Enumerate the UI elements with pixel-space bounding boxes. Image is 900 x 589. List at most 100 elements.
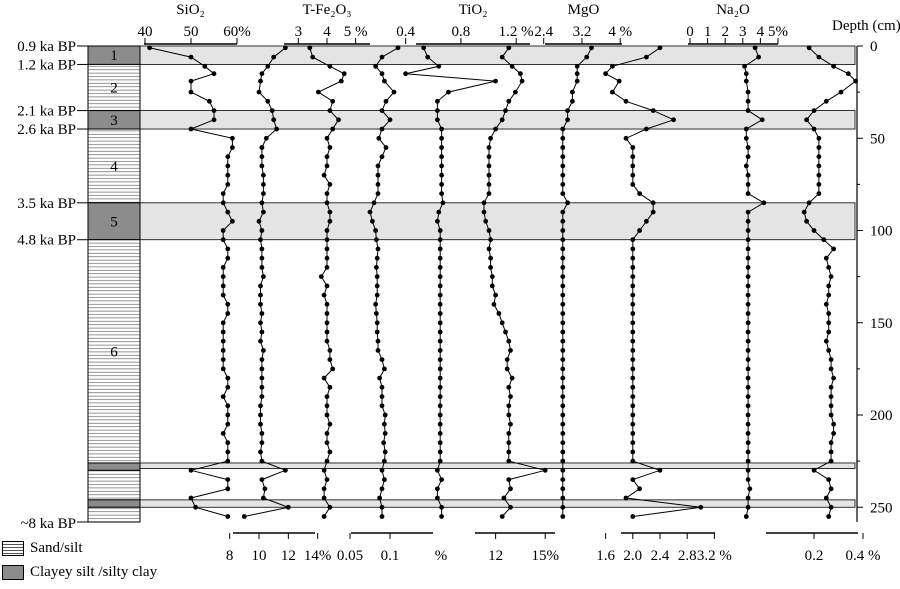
t-fe2o3-point-51 [321,514,327,519]
mgo-point-21 [560,237,566,243]
cao-point-22 [486,246,492,252]
al2o3-point-36 [259,375,265,381]
mno-point-28 [373,301,378,307]
al2o3-point-45 [259,458,265,464]
mgo-point-7 [565,108,570,113]
lith-unit-label-4: 4 [110,159,118,175]
tio2-point-43 [437,440,443,446]
t-fe2o3-point-25 [318,274,324,279]
al2o3-point-21 [258,237,263,243]
k2o-point-28 [630,301,636,307]
na2o-point-19 [745,218,751,224]
t-fe2o3-point-29 [324,311,330,316]
na2o-point-47 [745,477,751,482]
p2o5-point-23 [823,255,829,261]
na2o-point-42 [745,431,751,436]
t-fe2o3-point-17 [324,200,330,206]
na2o-point-8 [759,117,765,123]
na2o-point-32 [745,338,751,344]
p2o5-point-46 [811,467,817,473]
clayey-silt-swatch [2,565,24,580]
shaded-band-1 [139,45,856,65]
mno-point-34 [379,357,385,362]
sio2-point-51 [225,514,231,519]
na2o-point-50 [745,504,751,510]
k2o-point-18 [650,209,656,215]
mgo-point-46 [560,467,566,473]
mno-point-25 [374,274,380,279]
mno-point-24 [374,265,379,270]
sio2-point-42 [220,431,226,436]
mgo-tick-label-2: 4 % [608,24,632,40]
sio2-point-22 [225,246,231,252]
cao-point-10 [488,135,493,141]
al2o3-point-4 [258,78,263,84]
t-fe2o3-point-26 [324,283,330,289]
sio2-point-2 [202,63,208,69]
na2o-point-3 [743,71,749,77]
mno-point-43 [381,440,386,446]
series-mno [367,45,401,519]
na2o-point-29 [745,311,751,316]
element-series [147,45,858,519]
na2o-point-14 [745,172,751,178]
p2o5-point-12 [816,154,822,160]
sio2-point-47 [225,477,231,482]
sio2-point-21 [220,237,226,243]
mgo-point-6 [570,98,575,104]
al2o3-point-50 [285,504,291,510]
depth-tick-label-50: 50 [870,131,885,147]
p2o5-point-27 [826,292,832,298]
p2o5-point-10 [816,135,822,141]
mgo-point-40 [560,412,566,418]
al2o3-point-26 [258,283,263,289]
tio2-point-13 [439,163,444,169]
series-k2o [603,45,704,519]
t-fe2o3-point-49 [321,495,327,501]
t-fe2o3-point-46 [321,467,327,473]
mno-point-0 [395,45,401,51]
t-fe2o3-point-50 [327,504,333,510]
mno-point-27 [374,292,380,298]
tio2-point-21 [437,237,443,243]
mgo-point-47 [560,477,566,482]
p2o5-point-21 [821,237,827,243]
mgo-point-4 [574,78,580,84]
sio2-point-7 [211,108,217,113]
cao-point-13 [486,163,492,169]
al2o3-point-44 [258,449,263,455]
sio2-point-43 [225,440,231,446]
k2o-point-42 [630,431,636,436]
series-na2o [742,45,767,519]
tio2-point-27 [437,292,443,298]
na2o-point-5 [745,89,751,95]
al2o3-point-32 [258,338,263,344]
mno-point-6 [383,98,389,104]
t-fe2o3-point-2 [327,63,333,69]
t-fe2o3-point-27 [321,292,327,298]
mno-tick-label-1: 0.1 [381,548,400,560]
sio2-point-38 [220,394,226,399]
mno-point-12 [379,154,385,160]
tio2-point-49 [435,495,440,501]
na2o-point-25 [745,274,751,279]
t-fe2o3-tick-label-0: 3 [295,24,303,40]
cao-point-34 [504,357,510,362]
na2o-point-28 [745,301,751,307]
cao-line [483,47,546,517]
al2o3-point-20 [259,228,265,233]
al2o3-point-12 [259,154,265,160]
t-fe2o3-point-39 [324,403,330,409]
t-fe2o3-point-15 [327,182,333,187]
cao-point-15 [486,182,492,187]
t-fe2o3-point-47 [324,477,330,482]
p2o5-point-35 [828,366,834,372]
k2o-point-15 [630,182,636,187]
na2o-point-23 [745,255,751,261]
t-fe2o3-point-48 [321,486,327,492]
sio2-point-15 [225,182,231,187]
t-fe2o3-point-22 [324,246,330,252]
p2o5-point-43 [828,440,834,446]
sio2-point-33 [220,348,226,353]
t-fe2o3-point-43 [324,440,330,446]
